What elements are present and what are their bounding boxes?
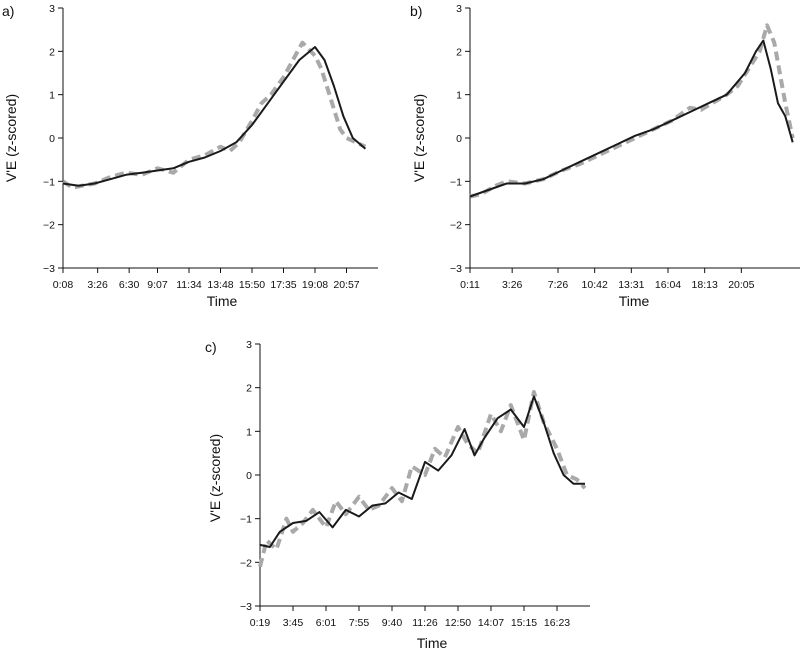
- x-tick-label: 12:50: [445, 617, 471, 629]
- y-tick-label: 2: [49, 46, 55, 58]
- x-tick-label: 16:23: [544, 617, 570, 629]
- x-tick-label: 14:07: [478, 617, 504, 629]
- x-tick-label: 13:48: [207, 279, 233, 291]
- panel-label: b): [410, 3, 422, 19]
- y-tick-label: 3: [246, 339, 252, 351]
- series-smoothed: [62, 46, 367, 187]
- y-tick-label: −2: [450, 220, 462, 232]
- x-axis-title: Time: [207, 293, 238, 309]
- panel-c: c) Time V'E (z-scored) −3 −2 −1 0 1 2 3 0:19 3:4…: [205, 339, 590, 651]
- x-tick-label: 13:31: [618, 279, 644, 291]
- x-tick-label: 0:19: [250, 617, 271, 629]
- series-smoothed: [259, 395, 585, 548]
- y-tick-label: 0: [456, 133, 462, 145]
- x-tick-label: 18:13: [692, 279, 718, 291]
- x-tick-label: 3:26: [502, 279, 523, 291]
- y-tick-label: 0: [49, 133, 55, 145]
- y-tick-label: 1: [246, 426, 252, 438]
- x-tick-label: 11:26: [412, 617, 438, 629]
- x-tick-label: 15:15: [511, 617, 537, 629]
- panel-a: a) Time V'E (z-scored) −3 −2 −1 0 1 2 3 0:08 3:2…: [2, 3, 378, 309]
- y-tick-label: −1: [240, 514, 252, 526]
- y-tick-label: 2: [246, 383, 252, 395]
- y-tick-label: 2: [456, 46, 462, 58]
- y-tick-label: −3: [450, 263, 462, 275]
- y-tick-label: −2: [240, 557, 252, 569]
- y-axis-title: V'E (z-scored): [3, 94, 19, 182]
- y-tick-label: 1: [456, 90, 462, 102]
- x-tick-label: 17:35: [270, 279, 296, 291]
- series-smoothed: [469, 39, 794, 198]
- y-tick-label: 1: [49, 90, 55, 102]
- x-tick-label: 9:07: [147, 279, 168, 291]
- y-tick-label: 3: [49, 3, 55, 15]
- x-tick-label: 6:30: [119, 279, 140, 291]
- x-tick-label: 19:08: [302, 279, 328, 291]
- x-tick-label: 7:26: [548, 279, 569, 291]
- x-tick-label: 3:26: [87, 279, 108, 291]
- x-tick-label: 10:42: [582, 279, 608, 291]
- x-tick-label: 20:57: [333, 279, 359, 291]
- panel-label: a): [2, 3, 14, 19]
- y-tick-label: −3: [43, 263, 55, 275]
- y-tick-label: 0: [246, 470, 252, 482]
- y-axis-title: V'E (z-scored): [411, 94, 427, 182]
- x-tick-label: 7:55: [349, 617, 370, 629]
- x-tick-label: 16:04: [655, 279, 681, 291]
- x-tick-label: 0:11: [460, 279, 480, 291]
- y-tick-label: −2: [43, 220, 55, 232]
- x-tick-label: 20:05: [728, 279, 754, 291]
- x-tick-label: 0:08: [53, 279, 74, 291]
- series-raw-dashed: [258, 390, 587, 568]
- y-tick-label: −1: [450, 176, 462, 188]
- y-axis-title: V'E (z-scored): [207, 434, 223, 522]
- x-axis-title: Time: [619, 293, 650, 309]
- series-raw-dashed: [61, 40, 367, 190]
- x-tick-label: 11:34: [176, 279, 202, 291]
- panel-label: c): [205, 339, 217, 355]
- x-tick-label: 15:50: [239, 279, 265, 291]
- series-raw-dashed: [469, 23, 795, 199]
- panel-b: b) Time V'E (z-scored) −3 −2 −1 0 1 2 3 0:11 3:2…: [410, 3, 800, 309]
- y-tick-label: −1: [43, 176, 55, 188]
- x-tick-label: 3:45: [283, 617, 304, 629]
- x-tick-label: 9:40: [382, 617, 403, 629]
- y-tick-label: −3: [240, 601, 252, 613]
- y-tick-label: 3: [456, 3, 462, 15]
- x-tick-label: 6:01: [316, 617, 337, 629]
- x-axis-title: Time: [417, 635, 448, 651]
